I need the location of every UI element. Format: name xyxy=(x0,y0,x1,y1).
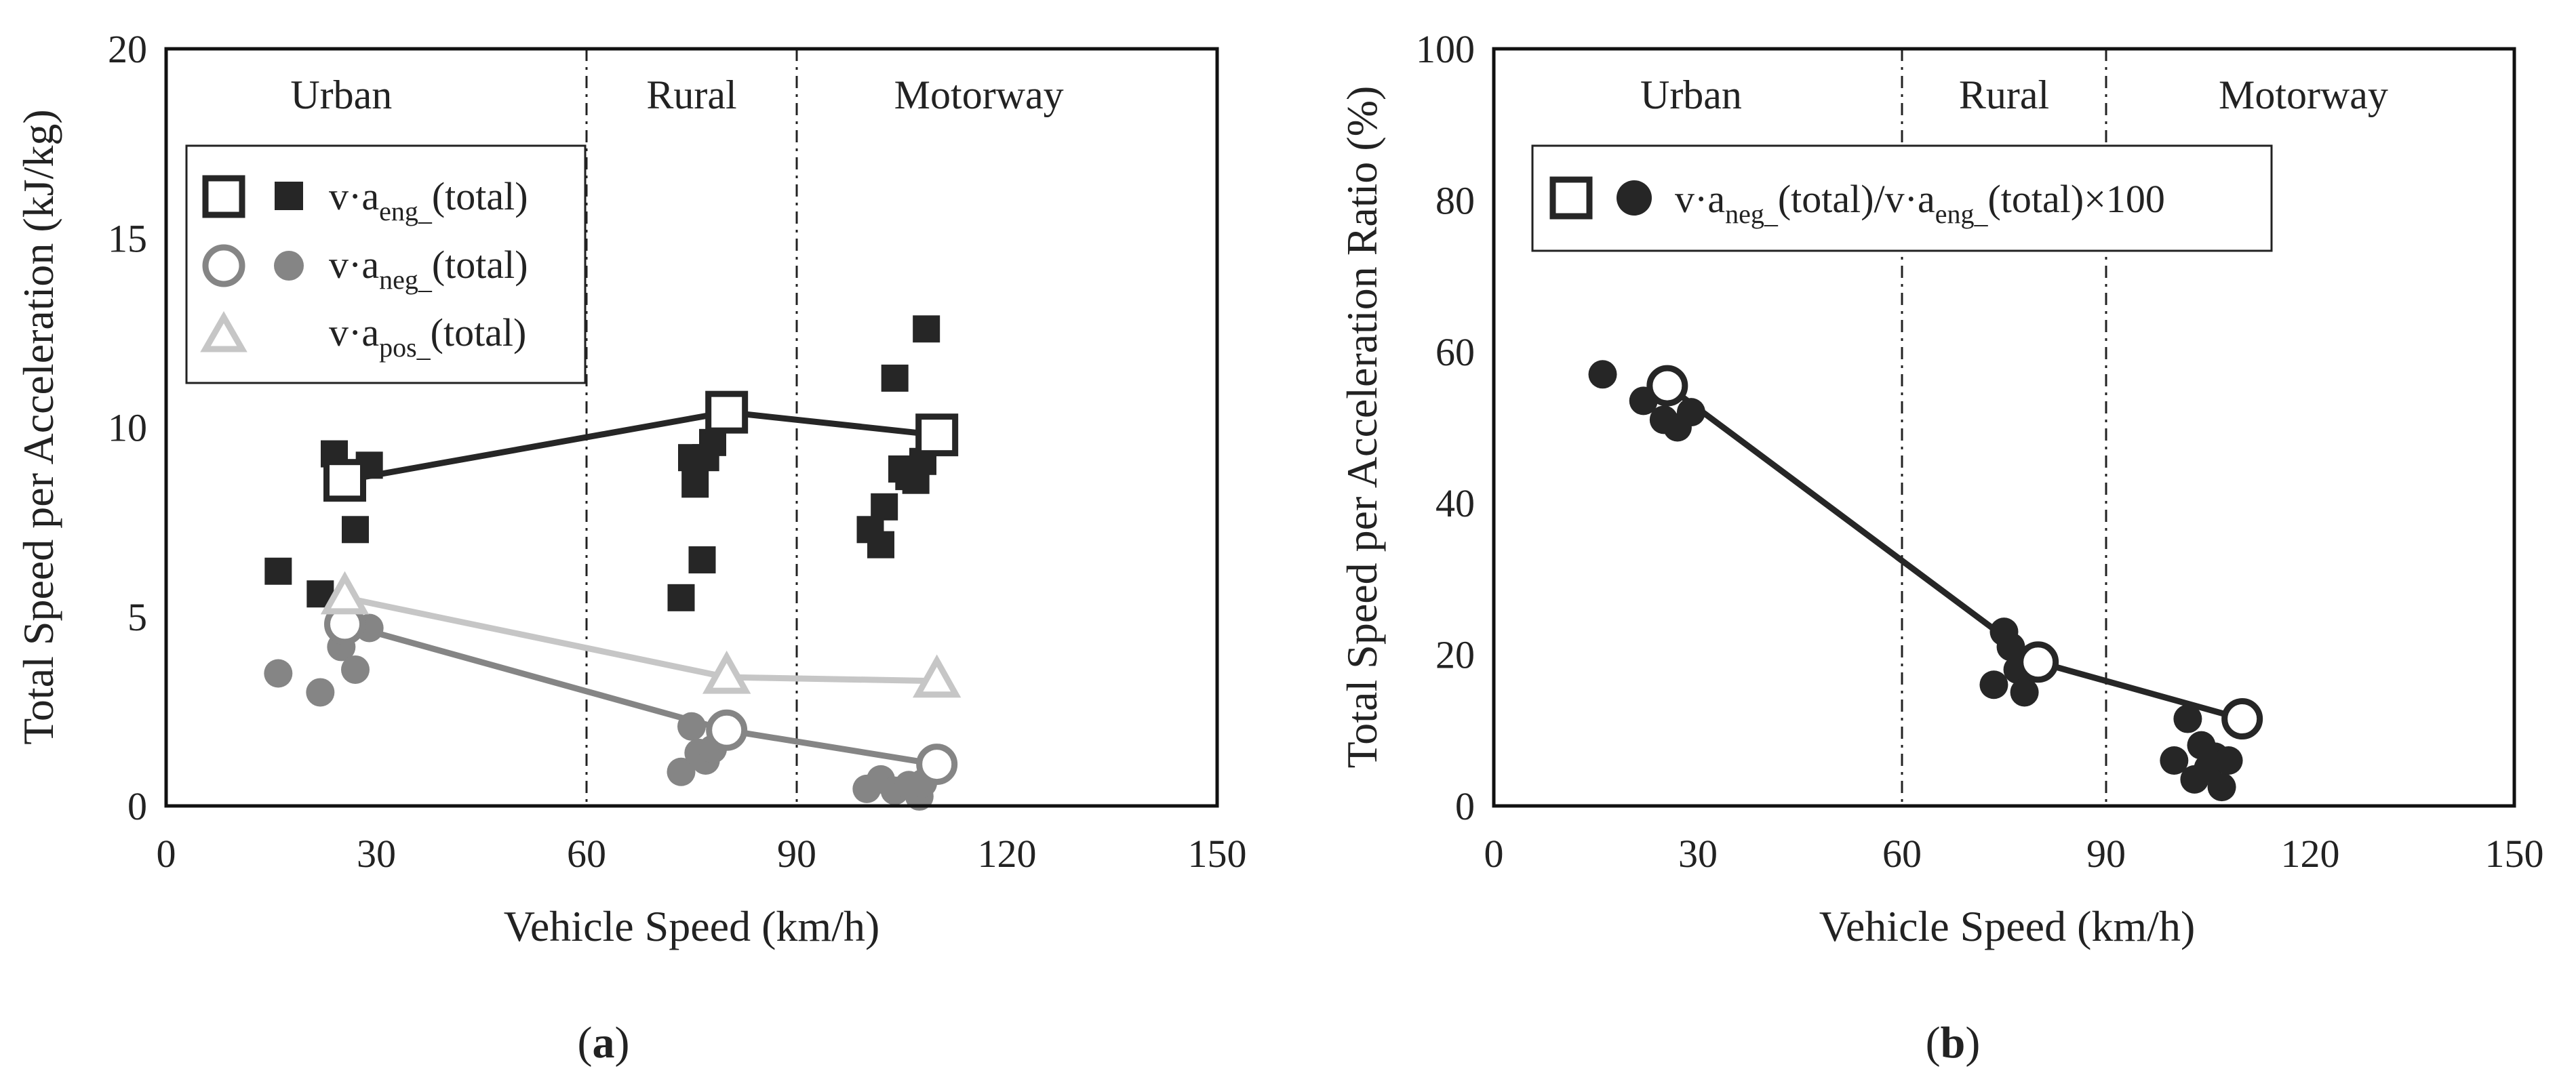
chart-b-legend-box xyxy=(1531,144,2273,252)
legend-eng-point-marker xyxy=(275,182,303,210)
chart-b-x-tick-label: 90 xyxy=(2086,832,2126,876)
series-eng-point xyxy=(913,315,940,343)
series-ratio-point xyxy=(1979,670,2008,699)
chart-b-region-label: Motorway xyxy=(2219,73,2388,117)
chart-b-marks: 0 30 60 90 120 150 0 20 40 60 80 100 Urban Rural Motor… xyxy=(1416,27,2544,876)
series-neg-mean-marker xyxy=(706,709,748,751)
series-eng-mean-line xyxy=(344,409,938,484)
chart-b-y-tick-label: 40 xyxy=(1435,481,1475,525)
chart-a-region-label: Motorway xyxy=(894,73,1064,117)
series-eng-point xyxy=(667,584,695,611)
series-neg-point xyxy=(677,712,706,741)
series-ratio-mean-marker xyxy=(2017,641,2059,683)
series-neg-mean-marker xyxy=(916,744,958,786)
chart-a-y-axis-label: Total Speed per Acceleration (kJ/kg) xyxy=(14,109,62,744)
chart-a-y-tick-label: 10 xyxy=(108,406,147,450)
chart-a-legend-box xyxy=(185,144,587,384)
series-ratio-point xyxy=(2160,746,2189,775)
chart-b-y-tick-label: 0 xyxy=(1455,784,1475,828)
legend-pos-label: v·apos_(total) xyxy=(329,310,526,363)
series-pos-mean-marker xyxy=(320,571,370,615)
chart-b-x-tick-label: 150 xyxy=(2485,832,2544,876)
chart-b-y-axis-label: Total Speed per Acceleration Ratio (%) xyxy=(1338,86,1386,769)
series-eng-point xyxy=(264,557,292,585)
chart-a-y-tick-label: 0 xyxy=(127,784,147,828)
legend-ratio-label: v·aneg_(total)/v·aeng_(total)×100 xyxy=(1675,177,2165,229)
series-eng-mean-marker xyxy=(915,413,959,457)
chart-b-y-tick-label: 100 xyxy=(1416,27,1475,71)
chart-a-legend: v·aeng_(total) v·aneg_(total) v·apos_(to… xyxy=(185,144,587,384)
series-eng-point xyxy=(881,364,909,392)
chart-a-x-tick-label: 60 xyxy=(567,832,606,876)
legend-neg-mean-marker xyxy=(202,244,245,287)
chart-b-plot-frame xyxy=(1492,47,2516,808)
legend-ratio-point-marker xyxy=(1617,180,1652,216)
chart-a-x-tick-label: 90 xyxy=(777,832,816,876)
series-eng-point xyxy=(681,470,709,498)
series-ratio-point xyxy=(1996,632,2025,662)
chart-b-region-label: Urban xyxy=(1640,73,1742,117)
legend-neg-label: v·aneg_(total) xyxy=(329,243,528,295)
legend-pos-mean-marker xyxy=(200,310,247,352)
chart-a-marks: 0 30 60 90 120 150 0 5 10 15 20 Urban Rural Motorway xyxy=(108,27,1247,876)
chart-a-panel-label: (a) xyxy=(578,1018,630,1068)
chart-b-legend: v·aneg_(total)/v·aeng_(total)×100 xyxy=(1531,144,2273,252)
series-pos-mean-marker xyxy=(702,650,751,694)
chart-b-x-tick-label: 120 xyxy=(2281,832,2340,876)
series-eng-point xyxy=(871,493,898,521)
legend-ratio-mean-marker xyxy=(1549,176,1593,220)
chart-a-y-tick-label: 5 xyxy=(127,595,147,639)
series-neg-point xyxy=(306,678,335,707)
chart-a-y-tick-label: 20 xyxy=(108,27,147,71)
series-ratio-point xyxy=(1588,360,1617,389)
series-ratio-mean-marker xyxy=(2221,698,2263,740)
series-ratio-point xyxy=(2010,678,2039,707)
chart-b-region-label: Rural xyxy=(1959,73,2049,117)
chart-a-region-label: Urban xyxy=(290,73,392,117)
series-neg-point xyxy=(341,655,370,684)
series-eng-mean-marker xyxy=(705,390,749,434)
chart-a-x-axis-label: Vehicle Speed (km/h) xyxy=(504,902,880,950)
legend-neg-point-marker xyxy=(274,251,304,281)
chart-a-region-label: Rural xyxy=(646,73,736,117)
chart-a-x-tick-label: 30 xyxy=(357,832,396,876)
chart-b-y-tick-label: 20 xyxy=(1435,633,1475,677)
chart-a-x-tick-label: 150 xyxy=(1188,832,1247,876)
series-ratio-point xyxy=(2214,746,2243,775)
chart-b-y-tick-label: 60 xyxy=(1435,330,1475,374)
chart-a-x-tick-label: 0 xyxy=(157,832,176,876)
series-ratio-point xyxy=(1676,398,1705,427)
series-neg-mean-line xyxy=(344,621,938,768)
chart-b-x-axis-label: Vehicle Speed (km/h) xyxy=(1819,902,2196,950)
series-ratio-mean-marker xyxy=(1646,365,1688,407)
series-pos-mean-marker xyxy=(912,654,962,698)
chart-a-plot-frame xyxy=(164,47,1219,808)
chart-a-y-tick-label: 15 xyxy=(108,216,147,260)
series-ratio-mean-line xyxy=(1665,383,2243,722)
chart-b-panel-label: (b) xyxy=(1926,1018,1981,1068)
chart-b: 0 30 60 90 120 150 0 20 40 60 80 100 Urban Rural Motor… xyxy=(1338,27,2544,1068)
chart-b-y-tick-label: 80 xyxy=(1435,178,1475,222)
series-eng-point xyxy=(342,516,369,544)
series-eng-point xyxy=(688,546,716,573)
series-neg-point xyxy=(667,757,696,786)
series-pos-mean-line xyxy=(344,594,937,685)
series-neg-point xyxy=(264,659,293,688)
chart-b-x-tick-label: 0 xyxy=(1484,832,1504,876)
chart-b-x-tick-label: 60 xyxy=(1882,832,1922,876)
series-eng-point xyxy=(867,531,894,559)
chart-a-x-tick-label: 120 xyxy=(978,832,1037,876)
series-ratio-point xyxy=(2173,704,2202,733)
legend-eng-mean-marker xyxy=(202,175,245,218)
series-eng-mean-marker xyxy=(323,459,366,502)
legend-eng-label: v·aeng_(total) xyxy=(329,174,528,226)
chart-b-x-tick-label: 30 xyxy=(1678,832,1718,876)
series-ratio-point xyxy=(2207,773,2236,802)
